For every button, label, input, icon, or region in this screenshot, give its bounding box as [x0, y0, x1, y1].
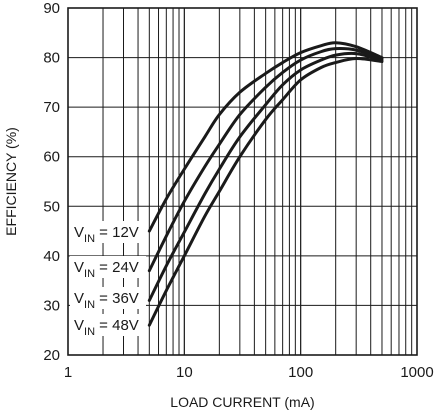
series-label-main: V [74, 224, 84, 241]
series-label-rest: = 12V [95, 224, 139, 241]
series-label-1: VIN = 12V [70, 221, 146, 245]
series-line-1 [147, 41, 384, 233]
series-line-3 [147, 51, 384, 302]
series-lines [147, 41, 384, 327]
tick-labels: 20 30 40 50 60 70 80 90 1 10 100 1000 [43, 0, 433, 381]
y-axis-title: EFFICIENCY (%) [3, 127, 19, 236]
series-label-sub: IN [84, 233, 95, 245]
y-tick-label: 60 [43, 149, 60, 166]
series-label-main: V [74, 259, 84, 276]
series-label-bg [70, 287, 146, 309]
y-tick-label: 70 [43, 99, 60, 116]
series-label-sub: IN [84, 268, 95, 280]
grid [68, 8, 417, 355]
series-label-rest: = 48V [95, 317, 139, 334]
series-label-text: VIN = 24V [74, 259, 139, 280]
series-label-bg [70, 314, 146, 336]
series-label-main: V [74, 317, 84, 334]
series-label-text: VIN = 36V [74, 290, 139, 311]
series-label-2: VIN = 24V [70, 256, 146, 280]
series-label-bg [70, 256, 146, 278]
y-tick-label: 80 [43, 50, 60, 67]
series-label-text: VIN = 48V [74, 317, 139, 338]
y-tick-label: 90 [43, 0, 60, 17]
series-label-bg [70, 221, 146, 243]
y-tick-label: 20 [43, 347, 60, 364]
series-label-rest: = 36V [95, 290, 139, 307]
series-label-sub: IN [84, 299, 95, 311]
x-tick-label: 1 [64, 364, 72, 381]
series-label-main: V [74, 290, 84, 307]
x-tick-label: 1000 [400, 364, 433, 381]
x-axis-title: LOAD CURRENT (mA) [170, 394, 314, 410]
series-line-2 [147, 47, 384, 273]
series-label-3: VIN = 36V [70, 287, 146, 311]
y-tick-label: 50 [43, 198, 60, 215]
x-tick-label: 10 [176, 364, 193, 381]
series-label-sub: IN [84, 326, 95, 338]
series-label-rest: = 24V [95, 259, 139, 276]
series-label-text: VIN = 12V [74, 224, 139, 245]
series-line-4 [147, 57, 384, 327]
y-tick-label: 30 [43, 297, 60, 314]
x-tick-label: 100 [288, 364, 313, 381]
y-tick-label: 40 [43, 248, 60, 265]
series-label-4: VIN = 48V [70, 314, 146, 338]
plot-frame [67, 7, 418, 356]
